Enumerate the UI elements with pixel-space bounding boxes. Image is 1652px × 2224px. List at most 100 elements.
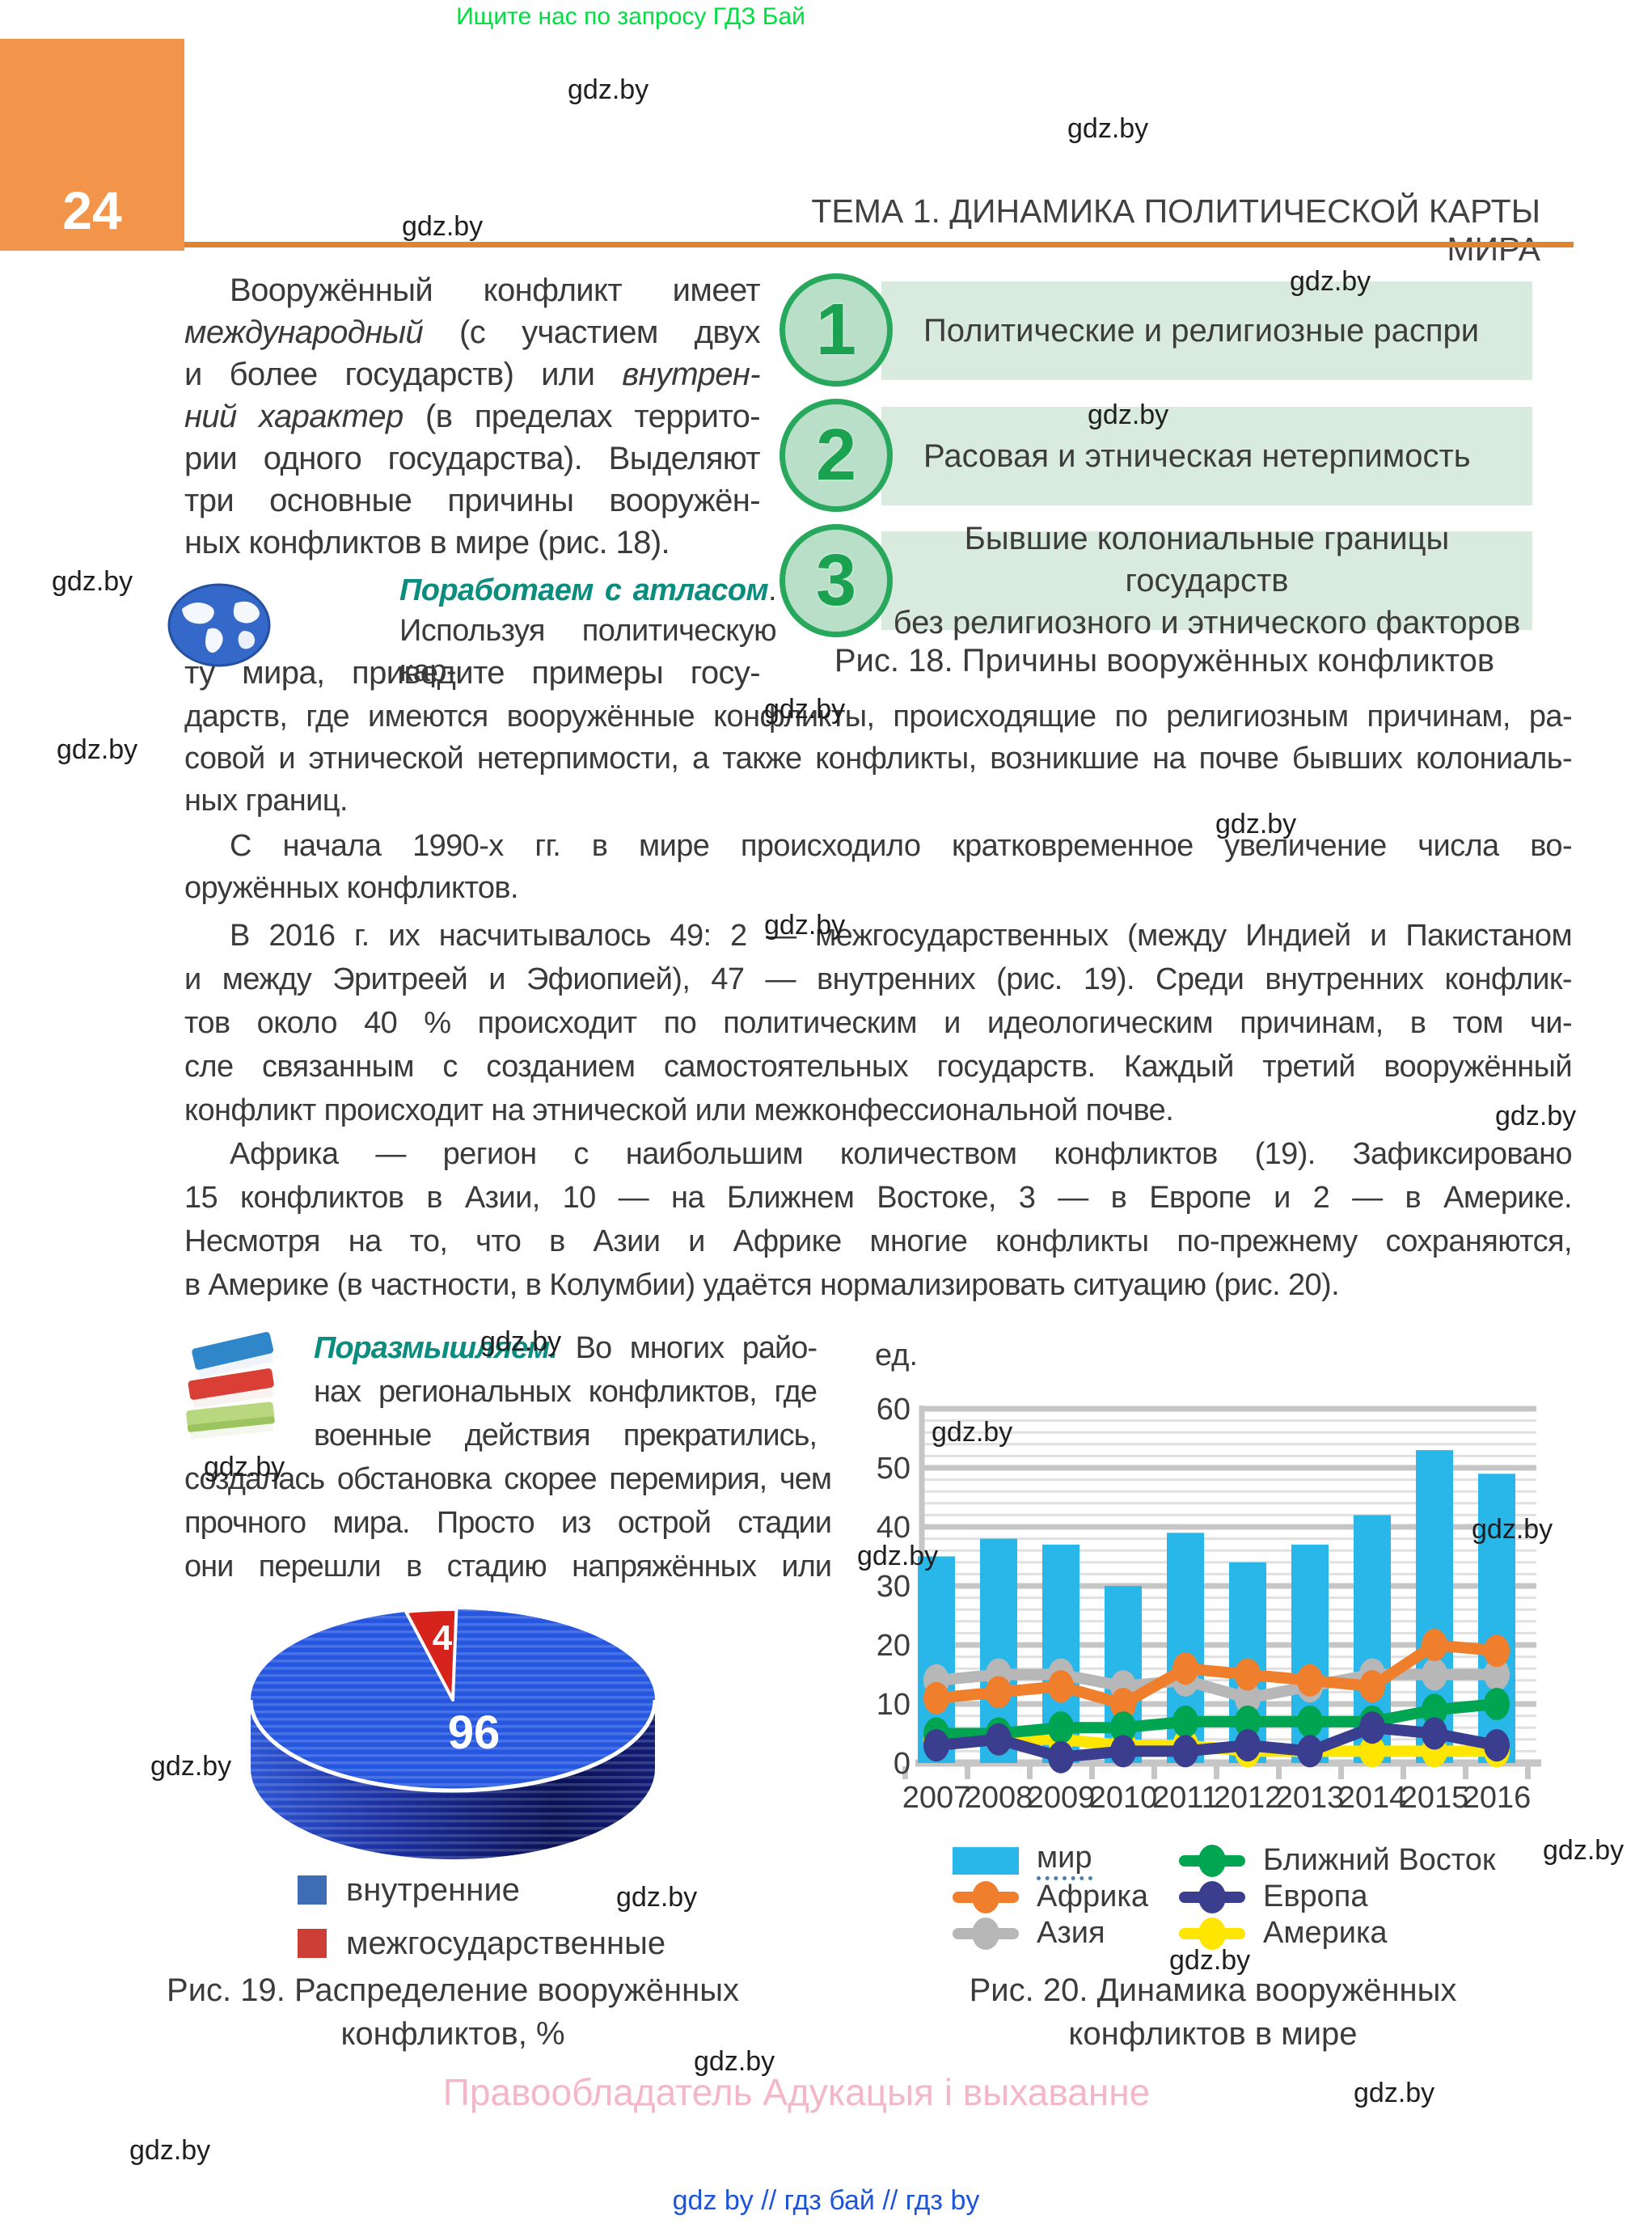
text-line: дарств, где имеются вооружённые конфликт… — [184, 700, 1573, 734]
gdz-watermark: gdz.by — [1088, 400, 1169, 430]
legend-middle-east-label: Ближний Восток — [1263, 1843, 1496, 1877]
text-line: тов около 40 % происходит по политически… — [184, 1006, 1573, 1040]
reason-2-text: Расовая и этническая нетерпимость — [923, 438, 1471, 474]
gdz-watermark: gdz.by — [764, 694, 846, 725]
text-line: С начала 1990-х гг. в мире происходило к… — [230, 829, 1573, 863]
text-line: и между Эритреей и Эфиопией), 47 — внутр… — [184, 962, 1573, 996]
text-line: совой и этнической нетерпимости, а также… — [184, 742, 1573, 776]
text-line: в Америке (в частности, в Колумбии) удаё… — [184, 1268, 1340, 1302]
text-line: нах региональных конфликтов, где — [314, 1375, 818, 1409]
svg-text:60: 60 — [877, 1393, 911, 1427]
svg-text:50: 50 — [877, 1452, 911, 1486]
reason-2-number: 2 — [815, 415, 857, 496]
reason-1-text: Политические и религиозные распри — [923, 312, 1480, 349]
gdz-watermark: gdz.by — [1067, 113, 1149, 144]
copyright-holder-text: Правообладатель Адукацыя і выхаванне — [442, 2071, 1151, 2113]
legend-asia-label: Азия — [1037, 1916, 1105, 1950]
gdz-watermark: gdz.by — [204, 1452, 285, 1482]
text-line: Поработаем с атласом. — [399, 573, 777, 607]
text-line: В 2016 г. их насчитывалось 49: 2 — межго… — [230, 919, 1573, 953]
chapter-header: ТЕМА 1. ДИНАМИКА ПОЛИТИЧЕСКОЙ КАРТЫ МИРА — [811, 192, 1540, 268]
svg-text:2012: 2012 — [1214, 1781, 1282, 1815]
pie-chart-conflict-distribution: 4 96 — [248, 1607, 657, 1859]
legend-world-label: мир — [1037, 1841, 1092, 1880]
figure-19-caption: Рис. 19. Распределение вооружённых конфл… — [121, 1968, 784, 2056]
text-line: рии одного государства). Выделяют — [184, 441, 761, 476]
svg-text:2013: 2013 — [1276, 1781, 1345, 1815]
text-line: международный (с участием двух — [184, 315, 761, 350]
gdz-watermark: gdz.by — [1169, 1945, 1251, 1976]
text-line: Используя политическую кар- — [399, 614, 777, 688]
bar-legend-right-column: Ближний Восток Европа Америка — [1179, 1842, 1496, 1951]
text-line: военные действия прекратились, — [314, 1419, 818, 1452]
footer-links[interactable]: gdz by // гдз бай // гдз by — [672, 2185, 980, 2216]
gdz-watermark: gdz.by — [57, 734, 138, 765]
text-line: они перешли в стадию напряжённых или — [184, 1550, 832, 1583]
text-line: Африка — регион с наибольшим количеством… — [230, 1137, 1573, 1171]
svg-text:2011: 2011 — [1152, 1781, 1219, 1815]
pie-legend-internal-label: внутренние — [346, 1871, 520, 1908]
gdz-watermark: gdz.by — [480, 1326, 562, 1357]
legend-item-africa: Африка — [953, 1879, 1148, 1915]
pie-legend-internal: внутренние — [298, 1872, 520, 1908]
svg-text:2009: 2009 — [1027, 1781, 1096, 1815]
promo-top-text: Ищите нас по запросу ГДЗ Бай — [456, 3, 805, 30]
gdz-watermark: gdz.by — [568, 74, 649, 105]
reason-box-1: Политические и религиозные распри — [881, 281, 1532, 380]
text-line: Поразмышляем. Во многих райо- — [314, 1331, 818, 1365]
svg-text:2014: 2014 — [1338, 1781, 1407, 1815]
svg-text:20: 20 — [877, 1629, 911, 1663]
header-rule — [184, 242, 1574, 247]
bar-legend-left-column: мир Африка Азия — [953, 1841, 1148, 1951]
think-task-wide: создалась обстановка скорее перемирия, ч… — [184, 1457, 832, 1588]
figure-19-caption-line2: конфликтов, % — [340, 2016, 565, 2052]
think-task-narrow: Поразмышляем. Во многих райо-нах региона… — [314, 1326, 818, 1457]
figure-18-caption: Рис. 18. Причины вооружённых конфликтов — [834, 643, 1495, 679]
text-line: создалась обстановка скорее перемирия, ч… — [184, 1462, 832, 1496]
gdz-watermark: gdz.by — [616, 1882, 698, 1913]
gdz-watermark: gdz.by — [402, 211, 484, 242]
paragraph-1990s: С начала 1990-х гг. в мире происходило к… — [184, 825, 1573, 909]
gdz-watermark: gdz.by — [764, 910, 846, 941]
svg-text:2008: 2008 — [965, 1781, 1033, 1815]
reason-3-number: 3 — [815, 540, 857, 621]
text-line: оружённых конфликтов. — [184, 871, 519, 905]
legend-item-world: мир — [953, 1841, 1148, 1880]
reason-circle-3: 3 — [780, 524, 893, 637]
svg-text:2007: 2007 — [902, 1781, 971, 1815]
reason-box-3: Бывшие колониальные границы государств б… — [881, 521, 1532, 641]
paragraph-africa: Африка — регион с наибольшим количеством… — [184, 1132, 1573, 1307]
reason-1-number: 1 — [815, 290, 857, 370]
text-line: 15 конфликтов в Азии, 10 — на Ближнем Во… — [184, 1181, 1573, 1215]
gdz-watermark: gdz.by — [129, 2135, 211, 2166]
gdz-watermark: gdz.by — [1472, 1514, 1553, 1545]
figure-20-caption: Рис. 20. Динамика вооружённых конфликтов… — [877, 1968, 1548, 2056]
reason-box-2: Расовая и этническая нетерпимость — [881, 407, 1532, 505]
svg-text:2010: 2010 — [1089, 1781, 1158, 1815]
text-line: прочного мира. Просто из острой стадии — [184, 1506, 832, 1540]
paragraph-intro: Вооружённый конфликт имеет международный … — [184, 269, 761, 564]
bar-line-chart-conflict-dynamics: 0 10 20 30 40 50 60 ед. 200720082009201020112012… — [875, 1338, 1541, 1815]
text-line: конфликт происходит на этнической или ме… — [184, 1093, 1174, 1127]
text-line: Вооружённый конфликт имеет — [230, 273, 761, 308]
figure-20-caption-line2: конфликтов в мире — [1068, 2016, 1358, 2052]
legend-glyph-europe — [1179, 1880, 1245, 1914]
gdz-watermark: gdz.by — [150, 1751, 232, 1782]
legend-glyph-asia — [953, 1917, 1019, 1951]
text-line: ту мира, приведите примеры госу- — [184, 655, 761, 691]
legend-item-america: Америка — [1179, 1915, 1496, 1951]
svg-text:4: 4 — [433, 1618, 453, 1658]
legend-item-europe: Европа — [1179, 1879, 1496, 1915]
text-line: ных конфликтов в мире (рис. 18). — [184, 525, 670, 560]
gdz-watermark: gdz.by — [1543, 1835, 1625, 1866]
legend-africa-label: Африка — [1037, 1879, 1148, 1913]
svg-text:96: 96 — [448, 1706, 501, 1759]
text-line: и более государств) или внутрен- — [184, 357, 761, 392]
pie-legend-interstate: межгосударственные — [298, 1926, 665, 1961]
text-line: ных границ. — [184, 784, 349, 818]
legend-swatch-interstate — [298, 1929, 327, 1958]
figure-19-caption-line1: Рис. 19. Распределение вооружённых — [167, 1972, 739, 2008]
legend-item-asia: Азия — [953, 1915, 1148, 1951]
gdz-watermark: gdz.by — [857, 1541, 939, 1571]
